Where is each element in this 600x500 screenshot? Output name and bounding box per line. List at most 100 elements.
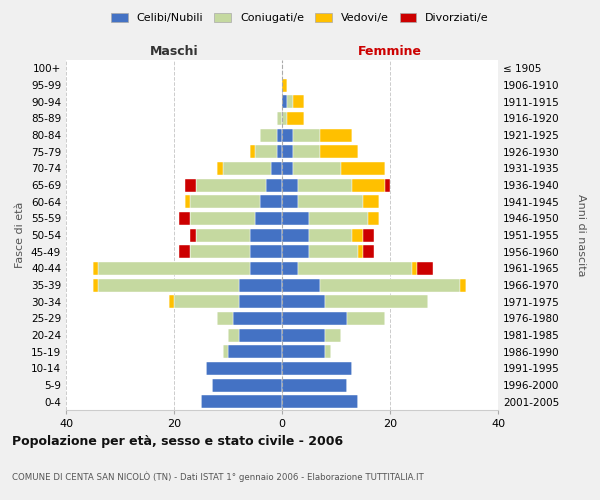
Bar xyxy=(255,145,277,158)
Bar xyxy=(341,162,385,175)
Bar xyxy=(363,228,374,241)
Bar xyxy=(98,262,250,275)
Bar xyxy=(293,145,320,158)
Bar xyxy=(190,228,196,241)
Bar xyxy=(282,78,287,92)
Y-axis label: Fasce di età: Fasce di età xyxy=(16,202,25,268)
Bar xyxy=(277,128,282,141)
Bar xyxy=(271,162,282,175)
Bar xyxy=(98,278,239,291)
Bar xyxy=(412,262,417,275)
Bar xyxy=(352,178,385,192)
Bar xyxy=(282,212,309,225)
Bar xyxy=(93,278,98,291)
Bar xyxy=(282,295,325,308)
Bar xyxy=(190,245,250,258)
Bar xyxy=(282,345,325,358)
Bar xyxy=(460,278,466,291)
Bar xyxy=(347,312,385,325)
Bar xyxy=(282,395,358,408)
Bar xyxy=(217,312,233,325)
Bar xyxy=(223,345,228,358)
Legend: Celibi/Nubili, Coniugati/e, Vedovi/e, Divorziati/e: Celibi/Nubili, Coniugati/e, Vedovi/e, Di… xyxy=(107,8,493,28)
Bar xyxy=(320,128,352,141)
Bar xyxy=(185,178,196,192)
Bar xyxy=(196,178,266,192)
Bar xyxy=(325,328,341,342)
Bar xyxy=(169,295,174,308)
Bar xyxy=(368,212,379,225)
Bar xyxy=(239,278,282,291)
Bar xyxy=(250,245,282,258)
Bar xyxy=(287,112,304,125)
Text: COMUNE DI CENTA SAN NICOLÒ (TN) - Dati ISTAT 1° gennaio 2006 - Elaborazione TUTT: COMUNE DI CENTA SAN NICOLÒ (TN) - Dati I… xyxy=(12,472,424,482)
Bar xyxy=(298,195,363,208)
Bar xyxy=(282,278,320,291)
Bar xyxy=(282,112,287,125)
Bar xyxy=(228,328,239,342)
Bar xyxy=(282,178,298,192)
Bar xyxy=(309,245,358,258)
Y-axis label: Anni di nascita: Anni di nascita xyxy=(576,194,586,276)
Bar xyxy=(320,278,460,291)
Bar xyxy=(282,328,325,342)
Bar xyxy=(239,328,282,342)
Bar xyxy=(282,195,298,208)
Bar xyxy=(250,262,282,275)
Bar xyxy=(282,378,347,392)
Bar xyxy=(325,295,428,308)
Bar xyxy=(282,245,309,258)
Bar xyxy=(277,145,282,158)
Bar xyxy=(217,162,223,175)
Bar xyxy=(233,312,282,325)
Bar xyxy=(287,95,293,108)
Bar xyxy=(282,312,347,325)
Bar xyxy=(358,245,363,258)
Bar xyxy=(255,212,282,225)
Text: Femmine: Femmine xyxy=(358,44,422,58)
Bar xyxy=(201,395,282,408)
Bar xyxy=(266,178,282,192)
Bar xyxy=(320,145,358,158)
Bar xyxy=(282,128,293,141)
Bar xyxy=(239,295,282,308)
Bar xyxy=(228,345,282,358)
Bar xyxy=(190,195,260,208)
Bar xyxy=(93,262,98,275)
Bar xyxy=(179,245,190,258)
Bar xyxy=(282,162,293,175)
Bar xyxy=(417,262,433,275)
Bar xyxy=(179,212,190,225)
Bar xyxy=(196,228,250,241)
Bar xyxy=(206,362,282,375)
Bar xyxy=(260,128,277,141)
Bar xyxy=(212,378,282,392)
Text: Maschi: Maschi xyxy=(149,44,199,58)
Bar xyxy=(185,195,190,208)
Bar xyxy=(282,362,352,375)
Bar xyxy=(260,195,282,208)
Bar xyxy=(385,178,390,192)
Bar xyxy=(293,128,320,141)
Bar xyxy=(309,228,352,241)
Text: Popolazione per età, sesso e stato civile - 2006: Popolazione per età, sesso e stato civil… xyxy=(12,435,343,448)
Bar xyxy=(293,95,304,108)
Bar xyxy=(325,345,331,358)
Bar xyxy=(282,95,287,108)
Bar xyxy=(250,145,255,158)
Bar xyxy=(298,262,412,275)
Bar xyxy=(352,228,363,241)
Bar xyxy=(293,162,341,175)
Bar xyxy=(282,145,293,158)
Bar xyxy=(190,212,255,225)
Bar xyxy=(363,195,379,208)
Bar xyxy=(282,228,309,241)
Bar xyxy=(250,228,282,241)
Bar xyxy=(282,262,298,275)
Bar xyxy=(277,112,282,125)
Bar xyxy=(363,245,374,258)
Bar xyxy=(223,162,271,175)
Bar xyxy=(309,212,368,225)
Bar xyxy=(298,178,352,192)
Bar xyxy=(174,295,239,308)
